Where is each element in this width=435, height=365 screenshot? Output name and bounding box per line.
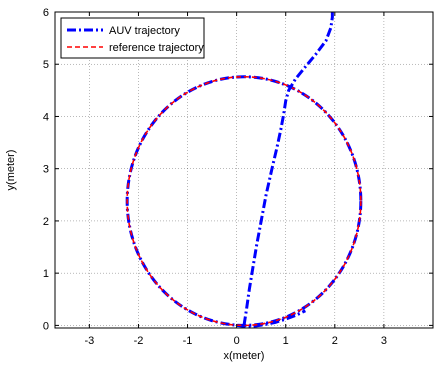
y-axis-label: y(meter) [5,150,17,191]
y-tick-label: 5 [43,59,49,71]
x-tick-label: 1 [283,335,289,347]
x-tick-label: -2 [134,335,144,347]
x-tick-label: -3 [84,335,94,347]
ticks: -3 -2 -1 0 1 2 3 0 1 2 3 4 5 6 [43,7,433,347]
x-axis-label: x(meter) [224,350,265,362]
series-line-reference-trajectory [126,75,362,327]
y-tick-label: 0 [43,320,49,332]
x-tick-label: 0 [234,335,240,347]
series-line-auv-circle [125,75,363,327]
y-tick-label: 4 [43,111,49,123]
legend-label: AUV trajectory [109,25,180,37]
y-tick-label: 6 [43,7,49,19]
series-line-auv-trajectory [242,12,334,326]
y-tick-label: 2 [43,216,49,228]
y-tick-label: 1 [43,268,49,280]
plot-frame [54,11,434,329]
legend-box [60,17,205,59]
legend-label: reference trajectory [109,42,204,54]
x-tick-label: 3 [381,335,387,347]
series-group [125,12,363,328]
x-tick-label: -1 [183,335,193,347]
x-tick-label: 2 [332,335,338,347]
y-tick-label: 3 [43,164,49,176]
legend: AUV trajectory reference trajectory [60,17,205,59]
grid [55,11,433,328]
series-line-auv-bottom [236,309,307,328]
